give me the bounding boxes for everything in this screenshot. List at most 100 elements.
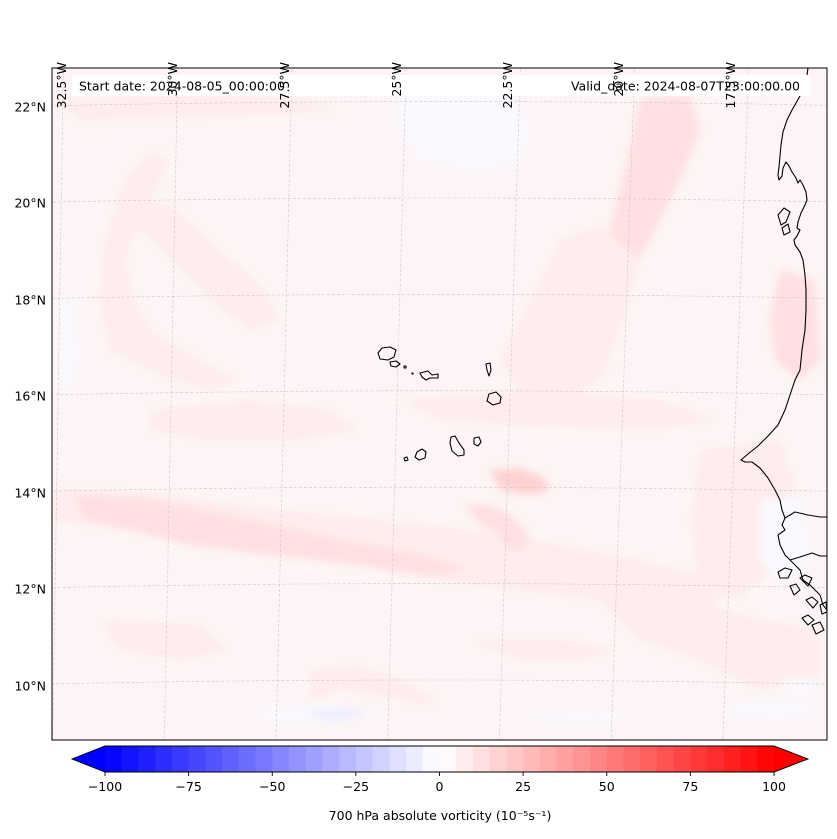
colorbar-tick-label: 25 <box>515 779 531 794</box>
colorbar-cell <box>690 746 708 772</box>
vorticity-region <box>130 200 280 330</box>
colorbar-cell <box>322 746 340 772</box>
longitude-tick-label: 30°W <box>165 62 180 97</box>
latitude-tick-label: 18°N <box>14 293 46 308</box>
map-panel: Start date: 2024-08-05_00:00:00 Valid_da… <box>51 67 828 741</box>
vorticity-region <box>520 712 640 722</box>
colorbar-cell <box>155 746 173 772</box>
colorbar-cell <box>355 746 374 772</box>
coastline <box>789 552 827 561</box>
latitude-tick-label: 20°N <box>14 196 46 211</box>
colorbar-cell <box>372 746 390 772</box>
colorbar-cell <box>238 746 257 772</box>
colorbar-cell <box>673 746 691 772</box>
colorbar-extend-min <box>72 746 105 772</box>
parallel-gridline <box>52 294 827 299</box>
colorbar-cell <box>121 746 140 772</box>
meridian-gridline <box>610 68 635 740</box>
latitude-tick-label: 10°N <box>14 679 46 694</box>
vorticity-region <box>780 678 820 694</box>
colorbar-cell <box>740 746 758 772</box>
colorbar-tick-label: 0 <box>436 779 444 794</box>
coastlines <box>377 68 827 635</box>
parallel-gridline <box>52 197 827 203</box>
coastline <box>777 207 791 226</box>
coastline <box>819 594 827 611</box>
latitude-tick-label: 14°N <box>14 486 46 501</box>
island-outline <box>419 370 439 381</box>
vorticity-region <box>150 400 360 440</box>
coastline <box>789 583 801 596</box>
island-outline <box>389 360 401 368</box>
colorbar-cell <box>757 746 775 772</box>
colorbar-cell <box>539 746 558 772</box>
colorbar-cell <box>339 746 357 772</box>
colorbar-cell <box>188 746 206 772</box>
colorbar: −100 −75 −50 −25 0 25 50 75 100 700 hPa absolute… <box>70 745 810 823</box>
vorticity-region <box>395 95 530 170</box>
start-date-label: Start date: 2024-08-05_00:00:00 <box>79 79 285 94</box>
latitude-tick-labels: 22°N 20°N 18°N 16°N 14°N 12°N 10°N <box>14 100 46 694</box>
parallel-gridline <box>52 101 827 107</box>
colorbar-cell <box>707 746 725 772</box>
vorticity-region <box>60 300 78 390</box>
colorbar-tick-label: 50 <box>599 779 615 794</box>
colorbar-cell <box>205 746 223 772</box>
date-info-box <box>72 75 810 96</box>
colorbar-cell <box>623 746 641 772</box>
colorbar-cell <box>439 746 457 772</box>
colorbar-tick-label: 75 <box>682 779 698 794</box>
colorbar-cell <box>523 746 541 772</box>
longitude-tick-label: 32.5°W <box>54 62 69 108</box>
parallel-gridline <box>52 486 827 492</box>
meridian-gridline <box>499 68 521 740</box>
colorbar-cell <box>556 746 574 772</box>
island-outline <box>449 435 465 457</box>
meridian-gridline <box>387 68 407 740</box>
coastline <box>781 223 791 236</box>
colorbar-cell <box>640 746 658 772</box>
colorbar-tick-label: −100 <box>88 779 122 794</box>
map-frame <box>51 67 828 741</box>
colorbar-extend-max <box>774 746 808 772</box>
island-outline <box>403 365 407 369</box>
colorbar-cell <box>506 746 524 772</box>
vorticity-region <box>100 620 230 660</box>
island-outline <box>473 436 482 447</box>
latitude-tick-label: 16°N <box>14 389 46 404</box>
vorticity-region <box>500 225 640 400</box>
colorbar-cell <box>723 746 742 772</box>
vorticity-region <box>600 600 820 690</box>
longitude-tick-label: 17.5°W <box>723 62 738 108</box>
graticule <box>52 68 827 740</box>
colorbar-cell <box>606 746 625 772</box>
vorticity-region <box>470 640 620 660</box>
coastline <box>799 574 813 587</box>
meridian-gridline <box>722 68 750 740</box>
vorticity-region <box>600 95 700 290</box>
colorbar-cell <box>573 746 591 772</box>
coastline <box>811 621 825 635</box>
vorticity-region <box>490 468 550 495</box>
colorbar-cell <box>138 746 156 772</box>
longitude-tick-labels: 32.5°W 30°W 27.5°W 25°W 22.5°W 20°W 17.5°W <box>54 62 738 108</box>
coastline <box>784 511 827 519</box>
coastline <box>801 614 815 626</box>
colorbar-cell <box>406 746 424 772</box>
colorbar-label: 700 hPa absolute vorticity (10⁻⁵s⁻¹) <box>329 808 552 823</box>
longitude-tick-label: 22.5°W <box>500 62 515 108</box>
vorticity-region <box>760 495 810 580</box>
colorbar-cell <box>272 746 290 772</box>
colorbar-cell <box>105 746 123 772</box>
vorticity-region <box>730 702 820 718</box>
island-outline <box>414 448 427 461</box>
colorbar-cell <box>389 746 407 772</box>
colorbar-cell <box>288 746 307 772</box>
island-outline <box>486 391 502 406</box>
colorbar-ticks: −100 −75 −50 −25 0 25 50 75 100 <box>88 772 786 794</box>
colorbar-cell <box>422 746 441 772</box>
colorbar-tick-label: −50 <box>259 779 285 794</box>
valid-date-label: Valid_date: 2024-08-07T23:00:00.00 <box>571 79 800 94</box>
colorbar-cell <box>656 746 675 772</box>
